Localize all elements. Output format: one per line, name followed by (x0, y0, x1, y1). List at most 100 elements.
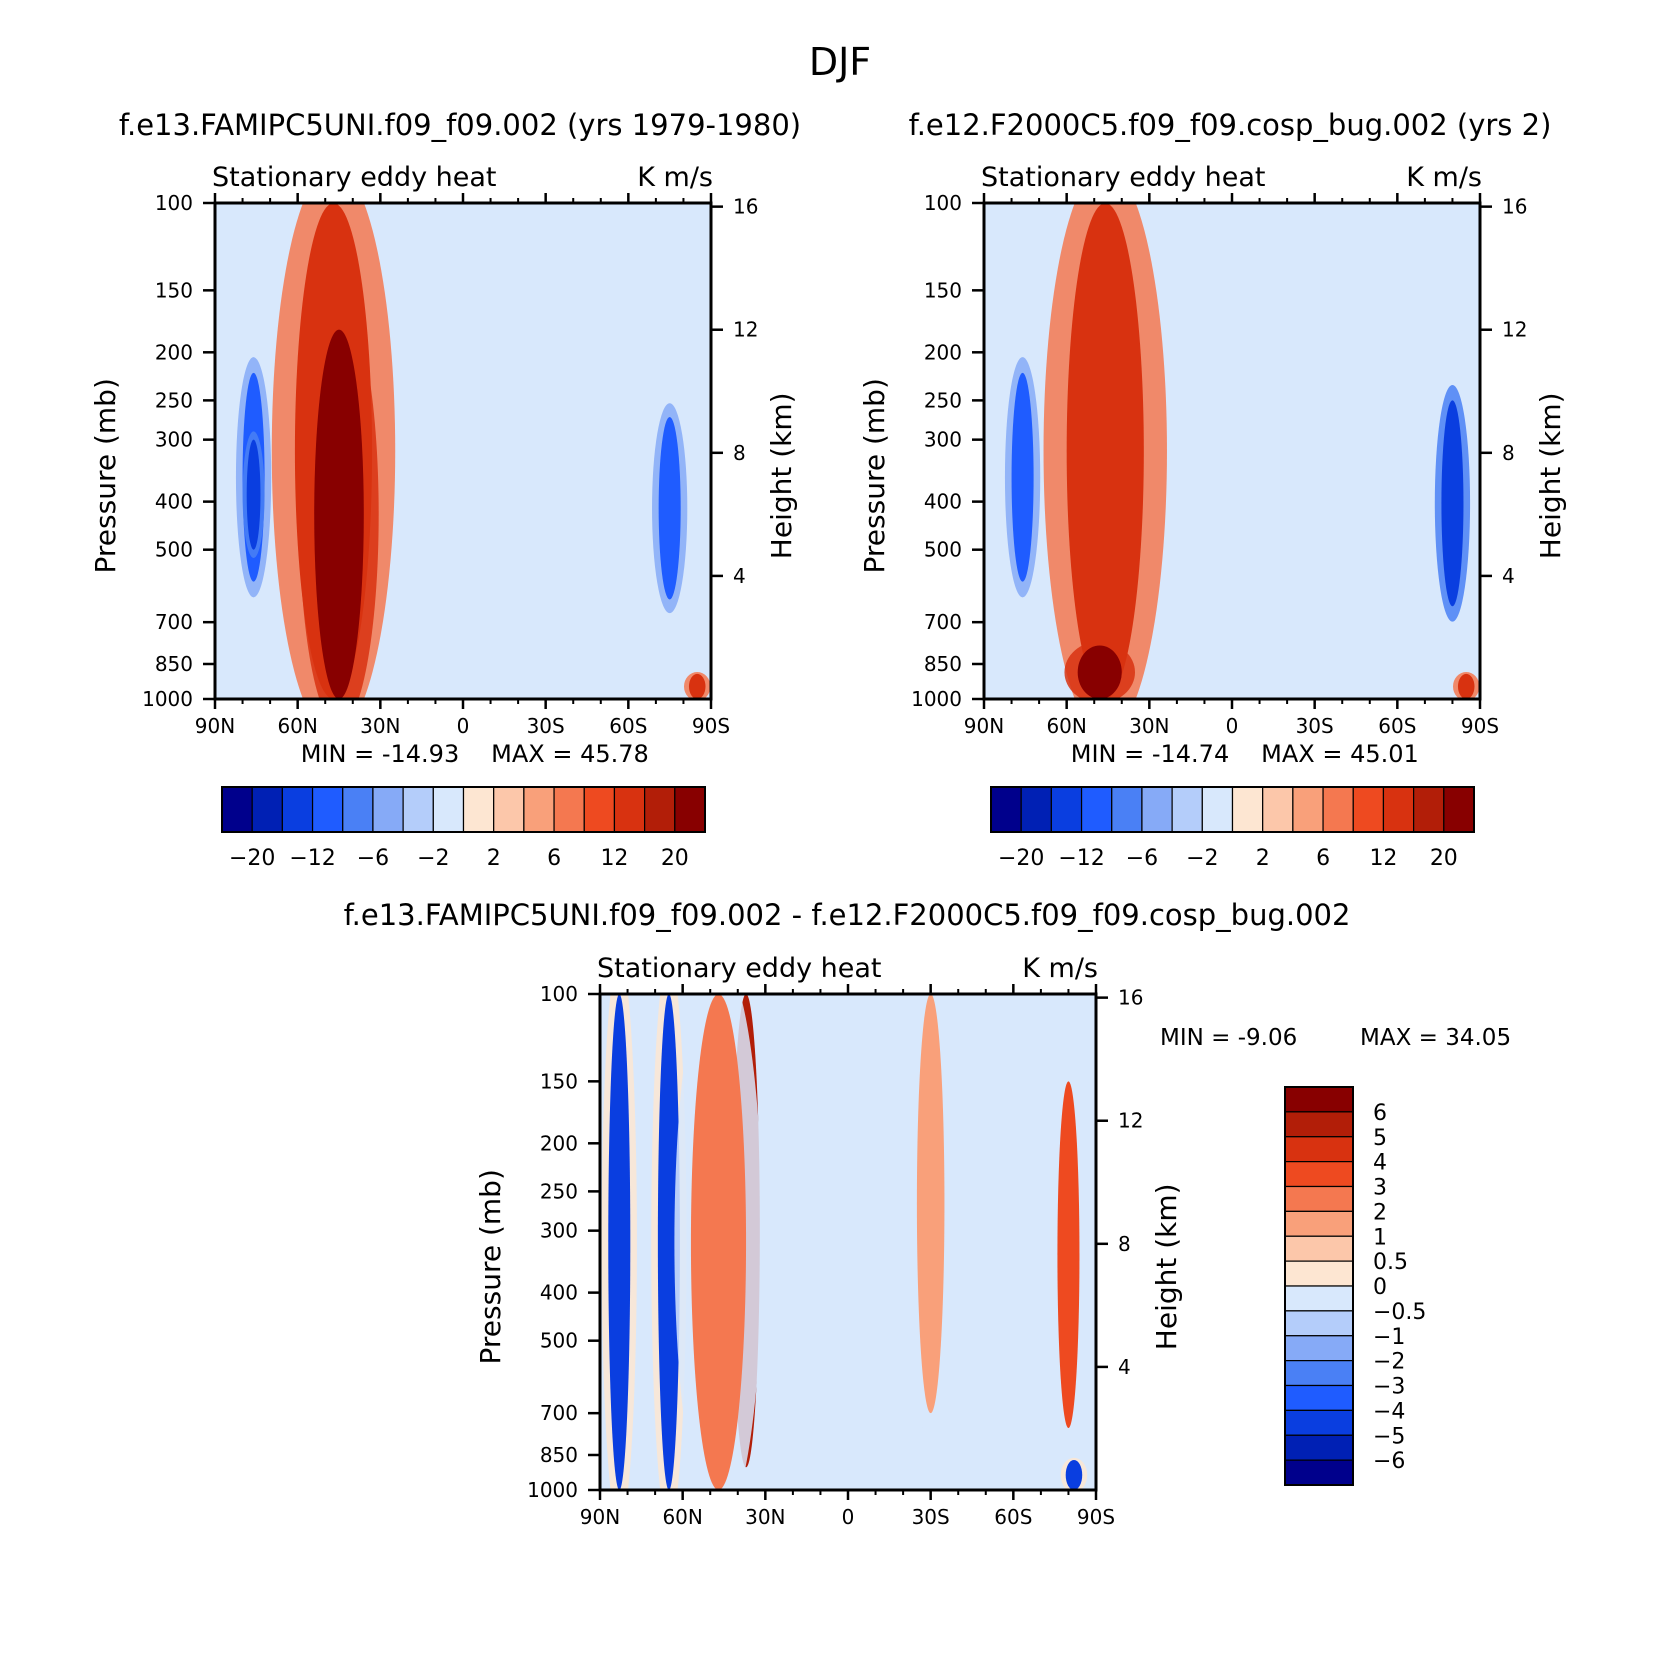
panel-bottom-difference: f.e13.FAMIPC5UNI.f09_f09.002 - f.e12.F20… (344, 898, 1512, 1529)
colorbar-cell (1284, 1360, 1354, 1387)
y-right-tick-label: 8 (1118, 1232, 1131, 1256)
colorbar-cell (1284, 1210, 1354, 1237)
contour-blob (608, 994, 631, 1490)
units-label: K m/s (1022, 953, 1098, 984)
colorbar-label: −2 (1186, 846, 1218, 871)
y-tick-label: 500 (155, 538, 193, 562)
x-tick-label: 0 (1226, 714, 1239, 738)
y-tick-label: 1000 (527, 1478, 578, 1502)
colorbar-label: −1 (1373, 1325, 1405, 1350)
colorbar-label: −0.5 (1373, 1300, 1426, 1325)
colorbar-label: 0.5 (1373, 1250, 1408, 1275)
colorbar-cell (1080, 786, 1113, 833)
colorbar-label: −12 (1058, 846, 1104, 871)
x-tick-label: 60S (1378, 714, 1416, 738)
y-tick-label: 300 (540, 1219, 578, 1243)
colorbar-cell (1201, 786, 1234, 833)
colorbar-cell (583, 786, 616, 833)
colorbar-frame (221, 786, 706, 833)
y-axis-title: Pressure (mb) (858, 378, 891, 573)
y-tick-label: 500 (924, 538, 962, 562)
y-tick-label: 150 (924, 278, 962, 302)
y-right-tick-label: 12 (733, 318, 758, 342)
colorbar-cell (1050, 786, 1083, 833)
colorbar-cell (1111, 786, 1143, 833)
colorbar-label: 5 (1373, 1126, 1387, 1151)
y-right-tick-label: 16 (1502, 195, 1527, 219)
colorbar-cell (553, 786, 585, 833)
contour-blob (690, 994, 747, 1490)
colorbar-cell (1284, 1285, 1354, 1312)
colorbar-cell (1413, 786, 1445, 833)
x-tick-label: 30S (912, 1505, 950, 1529)
colorbar-cell (281, 786, 314, 833)
y-right-tick-label: 8 (1502, 441, 1515, 465)
colorbar-label: 2 (1373, 1200, 1387, 1225)
y-tick-label: 400 (155, 490, 193, 514)
colorbar-label: −4 (1373, 1399, 1405, 1424)
y-axis-right-title: Height (km) (1534, 392, 1567, 559)
x-tick-label: 90N (580, 1505, 620, 1529)
y-tick-label: 700 (540, 1401, 578, 1425)
y-tick-label: 500 (540, 1329, 578, 1353)
case-title: f.e12.F2000C5.f09_f09.cosp_bug.002 (yrs … (909, 108, 1552, 142)
y-right-tick-label: 8 (733, 441, 746, 465)
figure-title: DJF (809, 40, 871, 84)
y-tick-label: 1000 (142, 687, 193, 711)
variable-label: Stationary eddy heat (981, 162, 1266, 193)
y-right-tick-label: 16 (1118, 986, 1143, 1010)
colorbar-frame (1284, 1086, 1354, 1486)
y-tick-label: 200 (924, 340, 962, 364)
y-tick-label: 1000 (911, 687, 962, 711)
colorbar-cell (1284, 1136, 1354, 1163)
colorbar-label: 6 (1316, 846, 1330, 871)
y-right-tick-label: 4 (733, 564, 746, 588)
colorbar-label: 20 (1430, 846, 1458, 871)
min-label: MIN = -9.06 (1160, 1025, 1297, 1051)
colorbar-cell (432, 786, 465, 833)
y-tick-label: 250 (540, 1179, 578, 1203)
colorbar-cell (1322, 786, 1354, 833)
y-axis-title: Pressure (mb) (89, 378, 122, 573)
x-tick-label: 30S (1296, 714, 1334, 738)
x-tick-label: 0 (457, 714, 470, 738)
x-tick-label: 30S (527, 714, 565, 738)
x-tick-label: 60N (662, 1505, 702, 1529)
y-axis-right-title: Height (km) (1150, 1183, 1183, 1350)
colorbar-cell (1171, 786, 1203, 833)
colorbar-label: 6 (547, 846, 561, 871)
colorbar-cell (493, 786, 525, 833)
contour-blob (658, 416, 681, 600)
x-tick-label: 0 (842, 1505, 855, 1529)
y-tick-label: 850 (155, 652, 193, 676)
colorbar-cell (342, 786, 374, 833)
colorbar-cell (1284, 1459, 1354, 1486)
y-right-tick-label: 4 (1118, 1355, 1131, 1379)
x-tick-label: 60N (277, 714, 317, 738)
contour-blob (688, 673, 706, 699)
colorbar-label: 2 (1256, 846, 1270, 871)
contour-blob (1065, 1460, 1083, 1490)
colorbar-label: −3 (1373, 1375, 1405, 1400)
colorbar-cell (251, 786, 283, 833)
colorbar-label: 2 (487, 846, 501, 871)
contour-blob (1077, 645, 1122, 699)
colorbar-label: 12 (1369, 846, 1397, 871)
y-tick-label: 400 (924, 490, 962, 514)
colorbar-label: −2 (417, 846, 449, 871)
contour-blob (1057, 1081, 1080, 1429)
colorbar-cell (523, 786, 555, 833)
colorbar-cell (1020, 786, 1052, 833)
max-label: MAX = 45.01 (1261, 740, 1419, 768)
colorbar-cell (1262, 786, 1294, 833)
x-tick-label: 90S (1461, 714, 1499, 738)
colorbar-label: −20 (229, 846, 275, 871)
x-tick-label: 90S (1077, 1505, 1115, 1529)
colorbar-cell (311, 786, 344, 833)
y-tick-label: 150 (540, 1069, 578, 1093)
colorbar-frame (990, 786, 1475, 833)
y-right-tick-label: 12 (1502, 318, 1527, 342)
colorbar-label: −2 (1373, 1350, 1405, 1375)
max-label: MAX = 34.05 (1360, 1025, 1511, 1051)
colorbar-cell (1284, 1384, 1354, 1411)
